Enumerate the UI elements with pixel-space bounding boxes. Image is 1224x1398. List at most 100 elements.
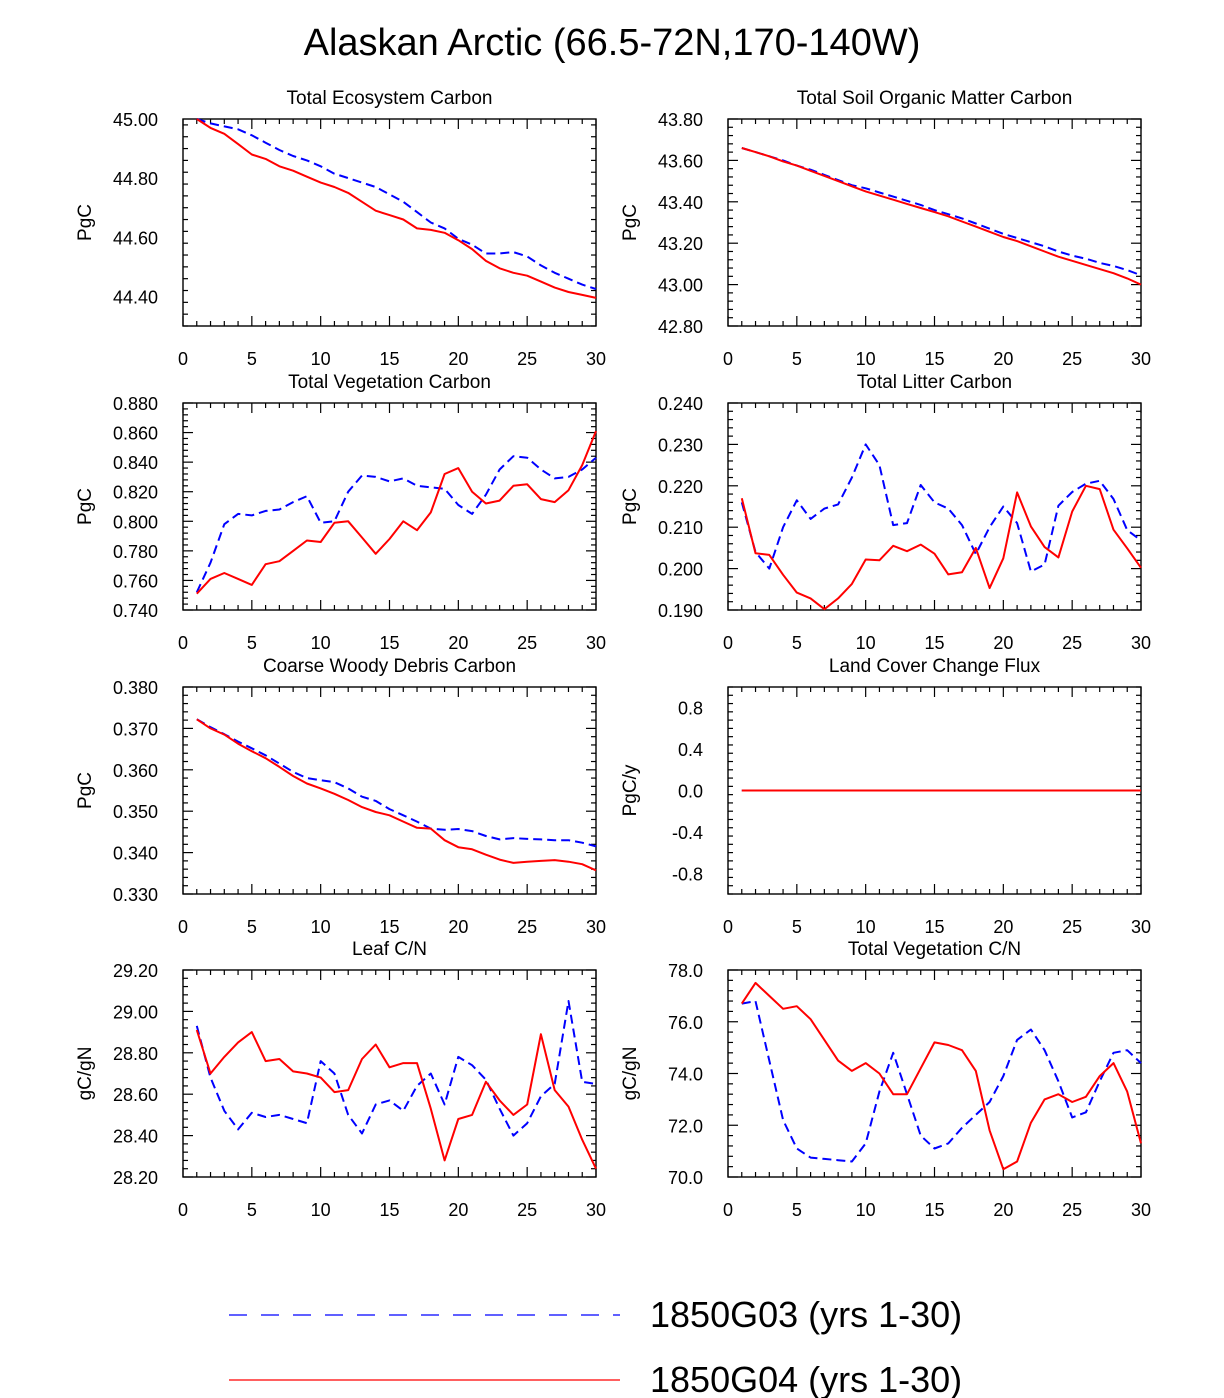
y-tick-label: 74.0	[668, 1065, 703, 1085]
y-tick-label: 0.190	[658, 601, 703, 621]
legend: 1850G03 (yrs 1-30) 1850G04 (yrs 1-30)	[229, 1294, 962, 1398]
y-tick-label: 29.00	[113, 1002, 158, 1022]
y-tick-label: 44.80	[113, 169, 158, 189]
y-tick-label: 44.60	[113, 228, 158, 248]
y-axis-label: PgC	[75, 488, 96, 525]
y-tick-label: 43.80	[658, 110, 703, 130]
x-tick-label: 10	[856, 349, 876, 369]
y-tick-label: 0.0	[678, 782, 703, 802]
x-tick-label: 10	[311, 917, 331, 937]
x-tick-label: 10	[856, 1200, 876, 1220]
x-tick-label: 30	[1131, 917, 1151, 937]
y-tick-label: 0.340	[113, 844, 158, 864]
x-tick-label: 0	[723, 917, 733, 937]
y-axis-label: PgC	[75, 772, 96, 809]
x-tick-label: 25	[1062, 349, 1082, 369]
y-tick-label: 0.8	[678, 699, 703, 719]
x-tick-label: 0	[178, 1200, 188, 1220]
x-tick-label: 15	[924, 349, 944, 369]
y-axis-label: gC/gN	[75, 1047, 96, 1101]
x-tick-label: 20	[448, 349, 468, 369]
y-axis-label: PgC	[620, 204, 641, 241]
y-axis-label: PgC/y	[620, 764, 641, 816]
chart-panel-2: Total Soil Organic Matter Carbon PgC 0 5 10 1…	[620, 88, 1151, 369]
chart-title: Land Cover Change Flux	[829, 656, 1041, 677]
x-tick-label: 10	[311, 633, 331, 653]
y-tick-label: 72.0	[668, 1116, 703, 1136]
y-tick-label: 28.20	[113, 1168, 158, 1188]
x-tick-label: 30	[1131, 1200, 1151, 1220]
series-line-g03	[195, 1000, 597, 1137]
series-line-g04	[740, 981, 1142, 1171]
x-tick-label: 25	[517, 633, 537, 653]
x-tick-label: 5	[792, 349, 802, 369]
x-tick-label: 10	[856, 633, 876, 653]
y-tick-label: 76.0	[668, 1013, 703, 1033]
x-tick-label: 20	[993, 1200, 1013, 1220]
x-tick-label: 20	[993, 917, 1013, 937]
y-tick-label: -0.4	[672, 823, 703, 843]
y-tick-label: 0.360	[113, 761, 158, 781]
x-tick-label: 5	[792, 1200, 802, 1220]
y-tick-label: 0.800	[113, 512, 158, 532]
x-tick-label: 20	[993, 633, 1013, 653]
series-line-g04	[196, 118, 597, 299]
x-tick-label: 5	[247, 349, 257, 369]
y-tick-label: 0.880	[113, 394, 158, 414]
series-line-g04	[741, 147, 1142, 286]
y-tick-label: 43.60	[658, 151, 703, 171]
x-tick-label: 10	[856, 917, 876, 937]
x-tick-label: 0	[178, 349, 188, 369]
chart-panel-6: Land Cover Change Flux PgC/y 0 5 10 15 20 25 30 -…	[620, 656, 1151, 937]
y-tick-label: 0.240	[658, 394, 703, 414]
x-tick-label: 20	[448, 1200, 468, 1220]
x-tick-label: 15	[379, 633, 399, 653]
y-tick-label: 28.80	[113, 1044, 158, 1064]
series-line-g04	[196, 718, 597, 872]
x-tick-label: 10	[311, 349, 331, 369]
x-tick-label: 5	[247, 917, 257, 937]
x-tick-label: 10	[311, 1200, 331, 1220]
series-line-g04	[740, 484, 1142, 611]
y-tick-label: 44.40	[113, 287, 158, 307]
x-tick-label: 25	[1062, 1200, 1082, 1220]
x-tick-label: 15	[924, 633, 944, 653]
x-tick-label: 30	[586, 1200, 606, 1220]
series-line-g03	[196, 118, 597, 290]
x-tick-label: 0	[723, 349, 733, 369]
x-tick-label: 25	[1062, 917, 1082, 937]
legend-label-g03: 1850G03 (yrs 1-30)	[650, 1294, 962, 1335]
x-tick-label: 25	[517, 917, 537, 937]
y-tick-label: 0.760	[113, 571, 158, 591]
chart-title: Total Ecosystem Carbon	[287, 88, 493, 109]
y-tick-label: 0.330	[113, 885, 158, 905]
chart-title: Coarse Woody Debris Carbon	[263, 656, 516, 677]
y-axis-label: gC/gN	[620, 1047, 641, 1101]
series-line-g03	[740, 443, 1142, 573]
figure-title: Alaskan Arctic (66.5-72N,170-140W)	[304, 22, 921, 64]
y-tick-label: 0.380	[113, 678, 158, 698]
chart-panel-1: Total Ecosystem Carbon PgC 0 5 10 15 20 25 30 44.…	[75, 88, 606, 369]
y-tick-label: 0.350	[113, 802, 158, 822]
y-tick-label: 29.20	[113, 961, 158, 981]
y-tick-label: 70.0	[668, 1168, 703, 1188]
series-line-g03	[741, 147, 1142, 277]
y-tick-label: 28.60	[113, 1085, 158, 1105]
x-tick-label: 0	[723, 1200, 733, 1220]
chart-title: Total Litter Carbon	[857, 372, 1012, 393]
y-tick-label: 43.00	[658, 276, 703, 296]
x-tick-label: 15	[924, 1200, 944, 1220]
x-tick-label: 30	[586, 917, 606, 937]
legend-label-g04: 1850G04 (yrs 1-30)	[650, 1359, 962, 1398]
series-line-g03	[196, 718, 597, 848]
y-tick-label: 0.200	[658, 560, 703, 580]
chart-panels: Total Ecosystem Carbon PgC 0 5 10 15 20 25 30 44.…	[75, 88, 1151, 1220]
y-tick-label: 0.370	[113, 719, 158, 739]
y-tick-label: 0.860	[113, 424, 158, 444]
x-tick-label: 20	[448, 917, 468, 937]
y-tick-label: 43.20	[658, 234, 703, 254]
y-axis-label: PgC	[75, 204, 96, 241]
x-tick-label: 0	[178, 917, 188, 937]
y-tick-label: 45.00	[113, 110, 158, 130]
